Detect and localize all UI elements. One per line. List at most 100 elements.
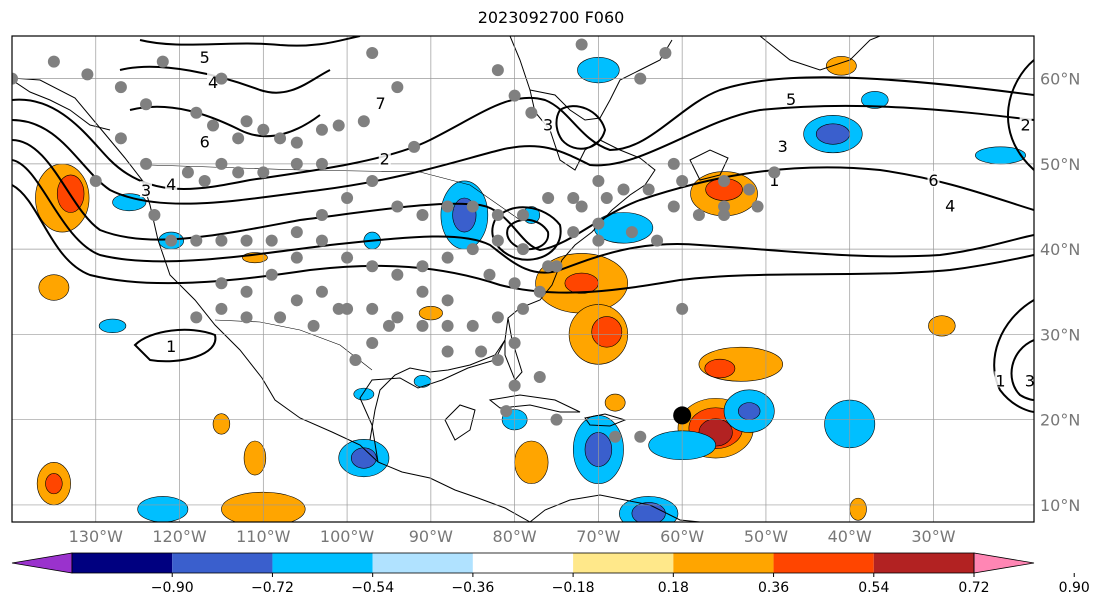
station-dot [533, 285, 546, 298]
contour-label-bg [374, 94, 387, 111]
station-dot [416, 285, 429, 298]
longitude-label: 120°W [152, 527, 207, 546]
height-contours [12, 36, 1034, 413]
station-dot [240, 115, 253, 128]
station-dot [508, 336, 521, 349]
anomaly-shading [35, 56, 1026, 522]
contour-line [119, 65, 331, 94]
station-dot [198, 174, 211, 187]
station-dot [441, 294, 454, 307]
colorbar-segment [372, 553, 473, 573]
contour-label-bg [1019, 115, 1032, 132]
colorbar-extend-low [11, 552, 73, 574]
colorbar-segment [472, 553, 574, 573]
florida [504, 317, 523, 381]
newfoundland [689, 149, 729, 181]
station-dot [89, 174, 102, 187]
colorbar-tick-label: −0.18 [552, 580, 595, 596]
station-dot [483, 268, 496, 281]
longitude-label: 30°W [911, 527, 955, 546]
station-dot [156, 55, 169, 68]
station-dot [290, 294, 303, 307]
contour-label-bg [198, 132, 211, 149]
contour-label: 3 [543, 116, 553, 135]
contour-label-bg [198, 48, 211, 65]
station-dot [508, 277, 521, 290]
station-dot [215, 277, 228, 290]
station-dot [517, 209, 529, 222]
station-dot [265, 268, 278, 281]
station-dot [567, 192, 580, 204]
anomaly-blob [350, 447, 377, 469]
station-dot [542, 192, 555, 204]
anomaly-blob [604, 393, 626, 412]
longitude-label: 130°W [69, 527, 124, 546]
station-dot [525, 106, 538, 119]
station-dot [634, 72, 647, 85]
colorbar-tick-label: 0.72 [958, 580, 989, 596]
station-dot [341, 192, 354, 204]
contour-line [12, 139, 1034, 252]
station-dot [768, 166, 781, 179]
station-dot [743, 183, 756, 196]
station-dot [575, 200, 588, 213]
hispaniola [584, 413, 627, 427]
contour-label: 3 [778, 137, 788, 156]
stations [12, 38, 781, 443]
station-dot [366, 302, 379, 315]
station-dot [466, 243, 479, 256]
contour-label: 3 [141, 181, 151, 200]
station-dot [575, 38, 588, 51]
colorbar-tick-label: −0.72 [251, 580, 294, 596]
contour-label: 1 [166, 337, 176, 356]
colorbar-tick-label: 0.54 [858, 580, 889, 596]
mexico-border [214, 319, 373, 371]
station-dot [676, 302, 689, 315]
colorbar-segment [773, 553, 874, 573]
station-dot [290, 226, 303, 239]
station-dot [349, 354, 362, 366]
anomaly-blob [45, 473, 63, 495]
station-dot [676, 174, 689, 187]
station-dot [232, 166, 245, 179]
station-dot [140, 98, 153, 111]
contour-label: 2 [1021, 116, 1031, 135]
station-dot [542, 260, 555, 273]
anomaly-blob [591, 316, 623, 348]
station-dot [550, 260, 563, 273]
latitude-label: 30°N [1040, 325, 1080, 344]
colorbar-tick-label: −0.36 [451, 580, 494, 596]
contour-line [1007, 59, 1034, 171]
contour-label-bg [944, 196, 957, 213]
contour-line [129, 105, 321, 138]
contour-line [12, 184, 1034, 294]
station-dot [366, 174, 379, 187]
contour-line [12, 104, 1034, 205]
colorbar-segment [873, 553, 974, 573]
station-dot [391, 81, 404, 94]
station-dot [634, 430, 647, 443]
contour-label: 5 [786, 90, 796, 109]
colorbar-tick-label: 0.90 [1059, 580, 1090, 596]
station-dot [240, 234, 253, 247]
station-dot [416, 260, 429, 273]
station-dot [215, 234, 228, 247]
station-dot [667, 157, 680, 170]
station-dot [718, 200, 731, 213]
latitude-label: 60°N [1040, 70, 1080, 89]
station-dot [315, 123, 328, 136]
longitude-label: 50°W [744, 527, 788, 546]
station-dot [491, 354, 504, 366]
contour-line [12, 159, 1034, 274]
station-dot [416, 209, 429, 222]
anomaly-blob [631, 502, 666, 522]
station-dot [751, 200, 764, 213]
station-dot [491, 64, 504, 77]
station-dot [491, 209, 504, 222]
station-dot [315, 209, 328, 222]
station-dot [215, 72, 228, 85]
station-dot [341, 251, 354, 264]
colorbar-tick-label: 0.18 [658, 580, 689, 596]
